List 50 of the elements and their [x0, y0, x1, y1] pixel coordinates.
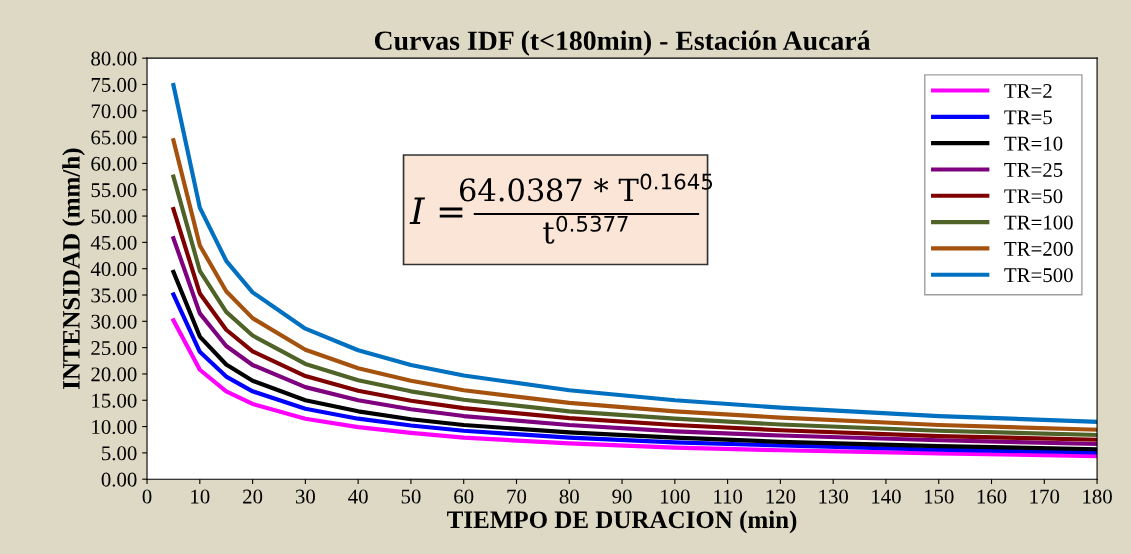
y-axis-title: INTENSIDAD (mm/h) — [62, 148, 85, 390]
x-tick-label: 10 — [191, 489, 210, 504]
x-tick-label: 40 — [348, 489, 368, 504]
x-tick-label: 70 — [507, 489, 527, 504]
y-tick-label: 45.00 — [90, 235, 137, 250]
y-tick-label: 20.00 — [91, 367, 137, 382]
x-tick-label: 80 — [559, 489, 579, 504]
y-tick-label: 80.00 — [91, 51, 137, 66]
y-tick-label: 40.00 — [90, 262, 137, 277]
line-series — [171, 318, 1098, 459]
y-tick-label: 70.00 — [91, 104, 137, 119]
x-tick-label: 50 — [401, 489, 421, 504]
legend-label: TR=10 — [1004, 136, 1063, 151]
legend-label: TR=5 — [1004, 110, 1052, 125]
legend-label: TR=200 — [1004, 241, 1073, 256]
y-tick-label: 0.00 — [101, 472, 137, 487]
y-tick-label: 30.00 — [91, 314, 137, 329]
x-tick-label: 0 — [142, 489, 152, 504]
legend-label: TR=2 — [1004, 84, 1052, 98]
x-tick-label: 90 — [612, 489, 632, 504]
annotation: t$^{0.5377}$ — [543, 215, 628, 244]
legend-label: TR=100 — [1004, 215, 1073, 230]
y-tick-label: 75.00 — [91, 77, 137, 93]
x-axis-title: TIEMPO DE DURACION (min) — [447, 510, 797, 534]
legend-label: TR=500 — [1004, 268, 1073, 283]
y-tick-label: 15.00 — [92, 393, 137, 408]
y-tick-label: 35.00 — [91, 288, 137, 303]
x-tick-label: 20 — [243, 489, 263, 504]
x-tick-label: 30 — [295, 489, 315, 504]
x-tick-label: 100 — [661, 489, 690, 504]
chart-title: Curvas IDF (t<180min) - Estación Aucará — [374, 30, 871, 56]
x-tick-label: 140 — [872, 489, 901, 504]
x-tick-label: 160 — [977, 489, 1007, 504]
legend-label: TR=25 — [1004, 162, 1063, 177]
y-tick-label: 10.00 — [92, 419, 137, 435]
y-tick-label: 5.00 — [102, 446, 137, 461]
legend-label: TR=50 — [1004, 189, 1063, 204]
line-series — [171, 82, 1098, 424]
y-tick-label: 55.00 — [91, 183, 137, 198]
x-tick-label: 170 — [1030, 489, 1060, 504]
x-tick-label: 150 — [924, 489, 954, 504]
x-tick-label: 110 — [714, 489, 743, 504]
y-tick-label: 65.00 — [91, 130, 137, 145]
x-tick-label: 130 — [819, 489, 848, 504]
y-tick-label: 50.00 — [91, 209, 137, 224]
x-tick-label: 60 — [454, 489, 474, 504]
x-tick-label: 120 — [766, 489, 796, 504]
y-tick-label: 25.00 — [91, 341, 137, 356]
y-tick-label: 60.00 — [91, 156, 137, 171]
x-tick-label: 180 — [1083, 489, 1112, 504]
